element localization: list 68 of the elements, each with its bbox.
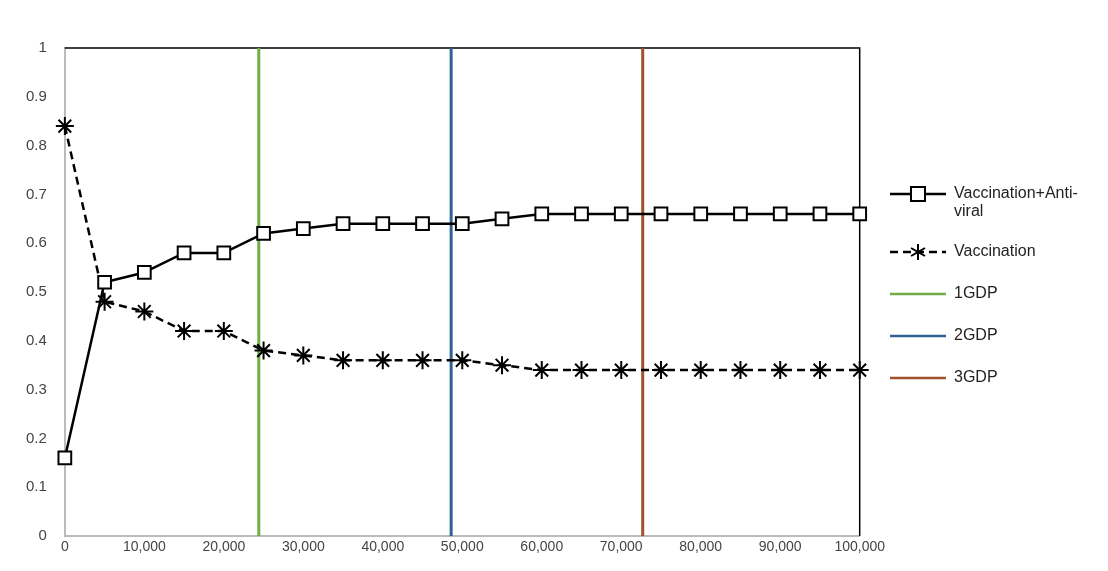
point [650,360,671,381]
x-tick-label: 0 [60,538,69,555]
point [412,350,433,371]
point [176,245,192,261]
y-tick-label: 0.8 [25,135,47,153]
legend-label: Vaccination [954,241,1036,260]
point [415,216,430,232]
x-tick-label: 60,000 [520,538,564,555]
point [134,301,155,322]
point [57,450,73,466]
point [216,245,232,261]
legend-label: Vaccination+Anti-viral [954,183,1079,220]
x-tick-label: 90,000 [758,538,802,555]
x-tick-label: 80,000 [679,538,723,555]
point [770,360,791,381]
y-tick-label: 0.6 [25,233,47,251]
y-tick-label: 0.4 [25,330,47,348]
point [335,216,351,232]
point [492,355,513,376]
y-tick-label: 0.5 [25,282,47,300]
y-tick-label: 0.1 [25,477,47,495]
point [693,206,709,222]
y-tick-label: 0.9 [25,86,47,104]
point [571,360,592,381]
point [213,321,234,342]
point [293,345,314,366]
point [849,360,870,381]
point [295,221,311,236]
point [97,274,112,290]
y-tick-label: 0 [38,526,47,544]
point [174,321,195,342]
y-tick-label: 0.3 [25,379,47,397]
point [611,360,632,381]
x-tick-label: 40,000 [361,538,405,555]
point [253,340,274,361]
point [452,350,473,371]
legend-label: 3GDP [954,367,998,386]
legend-label: 2GDP [954,325,998,344]
point [256,226,271,241]
point [375,216,391,232]
point [574,206,589,222]
point [534,206,550,222]
legend-label: 1GDP [954,283,998,302]
point [372,350,393,371]
y-tick-label: 1 [38,38,47,56]
point [136,265,152,280]
point [653,206,669,222]
point [852,206,868,222]
point [94,291,115,312]
point [531,360,552,381]
point [613,206,629,222]
x-tick-label: 10,000 [122,538,166,555]
point [733,206,748,222]
x-tick-label: 70,000 [599,538,643,555]
point [812,206,828,222]
point [333,350,354,371]
x-tick-label: 50,000 [440,538,484,555]
point [690,360,711,381]
point [730,360,751,381]
point [494,211,510,227]
x-tick-label: 100,000 [834,538,886,555]
point [454,216,470,232]
x-tick-label: 20,000 [202,538,246,555]
point [772,206,788,222]
y-tick-label: 0.2 [25,428,47,446]
y-tick-label: 0.7 [25,184,47,202]
point [54,116,75,137]
x-tick-label: 30,000 [281,538,325,555]
